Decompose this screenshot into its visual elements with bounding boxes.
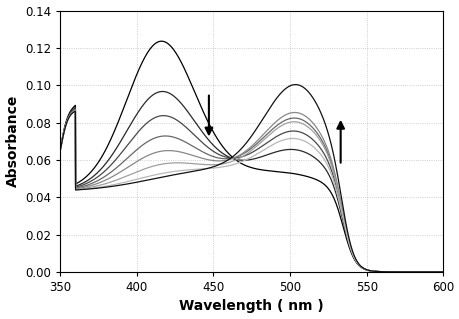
Y-axis label: Absorbance: Absorbance bbox=[6, 95, 20, 187]
X-axis label: Wavelength ( nm ): Wavelength ( nm ) bbox=[179, 300, 324, 314]
